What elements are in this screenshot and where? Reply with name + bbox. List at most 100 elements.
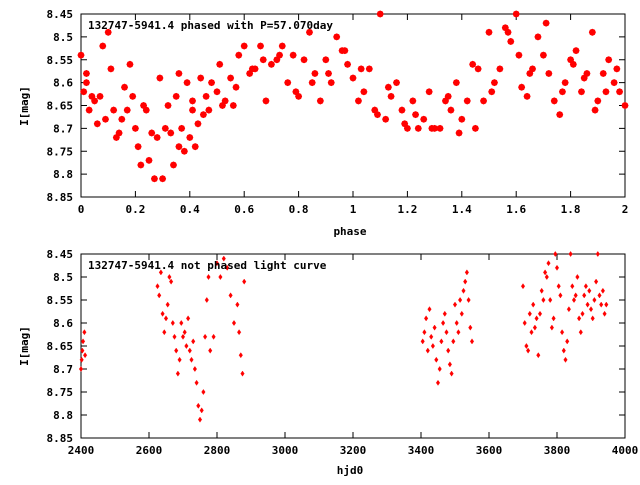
phased-data-point xyxy=(539,51,547,59)
phased-data-point xyxy=(507,37,515,45)
unphased-data-point xyxy=(422,329,427,336)
phased-panel: 0 0.2 0.4 0.6 0.8 1 1.2 1.4 1.6 1.8 2 8.458.58.558… xyxy=(18,8,629,238)
unphased-data-point xyxy=(206,274,211,280)
unphased-data-point xyxy=(194,379,199,386)
unphased-data-point xyxy=(543,269,548,276)
phased-data-point xyxy=(213,88,221,96)
phased-data-point xyxy=(526,69,534,78)
unphased-y-tick-label: 8.45 xyxy=(47,248,74,261)
phased-y-tick-label: 8.55 xyxy=(47,54,74,67)
unphased-data-point xyxy=(424,315,429,322)
unphased-x-tick-label: 2800 xyxy=(204,444,231,457)
phased-y-tick-label: 8.65 xyxy=(47,100,74,113)
phased-data-point xyxy=(101,115,110,123)
unphased-data-point xyxy=(446,347,451,354)
phased-x-tick-label: 1.8 xyxy=(561,203,581,216)
unphased-data-point xyxy=(565,338,570,345)
phased-data-point xyxy=(289,51,297,59)
phased-data-point xyxy=(357,65,365,73)
unphased-data-point xyxy=(532,324,537,331)
unphased-data-point xyxy=(162,329,167,336)
phased-data-point xyxy=(278,42,286,50)
unphased-data-point xyxy=(575,274,580,280)
phased-data-point xyxy=(259,56,267,64)
unphased-data-point xyxy=(604,301,609,308)
phased-data-point xyxy=(123,106,131,114)
phased-data-point xyxy=(172,92,180,100)
phased-data-point xyxy=(401,120,409,128)
phased-data-point xyxy=(360,88,368,96)
unphased-data-point xyxy=(553,251,558,257)
phased-data-point xyxy=(262,97,270,105)
phased-data-point xyxy=(594,97,602,105)
unphased-data-point xyxy=(441,320,446,326)
unphased-data-point xyxy=(82,329,87,336)
unphased-data-point xyxy=(80,338,86,345)
phased-x-tick-label: 1 xyxy=(350,203,357,216)
phased-data-point xyxy=(613,65,621,73)
phased-data-point xyxy=(496,65,504,73)
unphased-data-point xyxy=(561,347,566,354)
unphased-y-tick-label: 8.8 xyxy=(53,409,73,422)
phased-data-point xyxy=(218,101,226,110)
unphased-data-point xyxy=(524,343,529,349)
unphased-data-point xyxy=(197,416,203,423)
unphased-data-point xyxy=(182,329,187,336)
unphased-data-point xyxy=(539,287,544,294)
phased-data-point xyxy=(452,79,460,87)
phased-data-point xyxy=(398,106,406,114)
unphased-data-point xyxy=(463,278,468,285)
phased-data-point xyxy=(178,124,186,132)
phased-data-point xyxy=(188,97,197,105)
unphased-data-point xyxy=(456,329,461,336)
phased-data-point xyxy=(88,92,96,100)
phased-data-point xyxy=(365,65,373,73)
unphased-data-point xyxy=(520,283,526,290)
phased-data-point xyxy=(197,74,205,82)
phased-x-tick-label: 2 xyxy=(622,203,629,216)
unphased-data-point xyxy=(548,297,553,303)
phased-data-point xyxy=(572,47,580,55)
phased-data-point xyxy=(392,79,401,87)
phased-data-point xyxy=(344,60,352,68)
unphased-data-point xyxy=(167,274,172,280)
unphased-data-point xyxy=(192,366,197,372)
phased-data-point xyxy=(588,28,596,36)
unphased-y-ticks: 8.45 8.5 8.55 8.6 8.65 8.7 8.75 8.8 8.85 xyxy=(47,248,625,445)
unphased-data-point xyxy=(83,352,88,359)
phased-x-axis-label: phase xyxy=(333,225,366,238)
phased-data-point xyxy=(134,143,142,151)
phased-data-point xyxy=(324,69,333,78)
unphased-data-point xyxy=(522,320,527,326)
unphased-panel: 2400 2600 2800 3000 3200 3400 3600 3800 4000 8.4… xyxy=(18,248,638,477)
phased-y-axis-label: I[mag] xyxy=(18,86,31,126)
phased-data-point xyxy=(208,79,216,87)
unphased-data-point xyxy=(179,320,184,326)
phased-data-point xyxy=(256,42,265,50)
phased-data-point xyxy=(490,79,498,87)
phased-data-point xyxy=(616,88,624,96)
unphased-data-point xyxy=(588,306,594,313)
unphased-data-point xyxy=(172,333,177,340)
phased-data-point xyxy=(240,42,248,50)
phased-data-point xyxy=(107,65,115,73)
phased-x-tick-label: 1.2 xyxy=(397,203,417,216)
unphased-data-point xyxy=(221,255,226,262)
unphased-data-point xyxy=(80,347,85,354)
unphased-data-point xyxy=(186,315,191,322)
unphased-data-point xyxy=(526,347,531,354)
unphased-data-point xyxy=(546,260,551,267)
unphased-data-point xyxy=(447,361,452,368)
unphased-y-tick-label: 8.6 xyxy=(53,317,73,330)
unphased-data-point xyxy=(237,329,242,336)
phased-data-point xyxy=(463,97,471,105)
unphased-data-point xyxy=(155,283,160,290)
phased-data-point xyxy=(558,88,566,96)
phased-data-point xyxy=(110,106,118,114)
unphased-data-point xyxy=(558,292,563,299)
unphased-data-point xyxy=(597,292,602,299)
unphased-data-point xyxy=(201,389,206,395)
phased-data-point xyxy=(284,79,292,87)
